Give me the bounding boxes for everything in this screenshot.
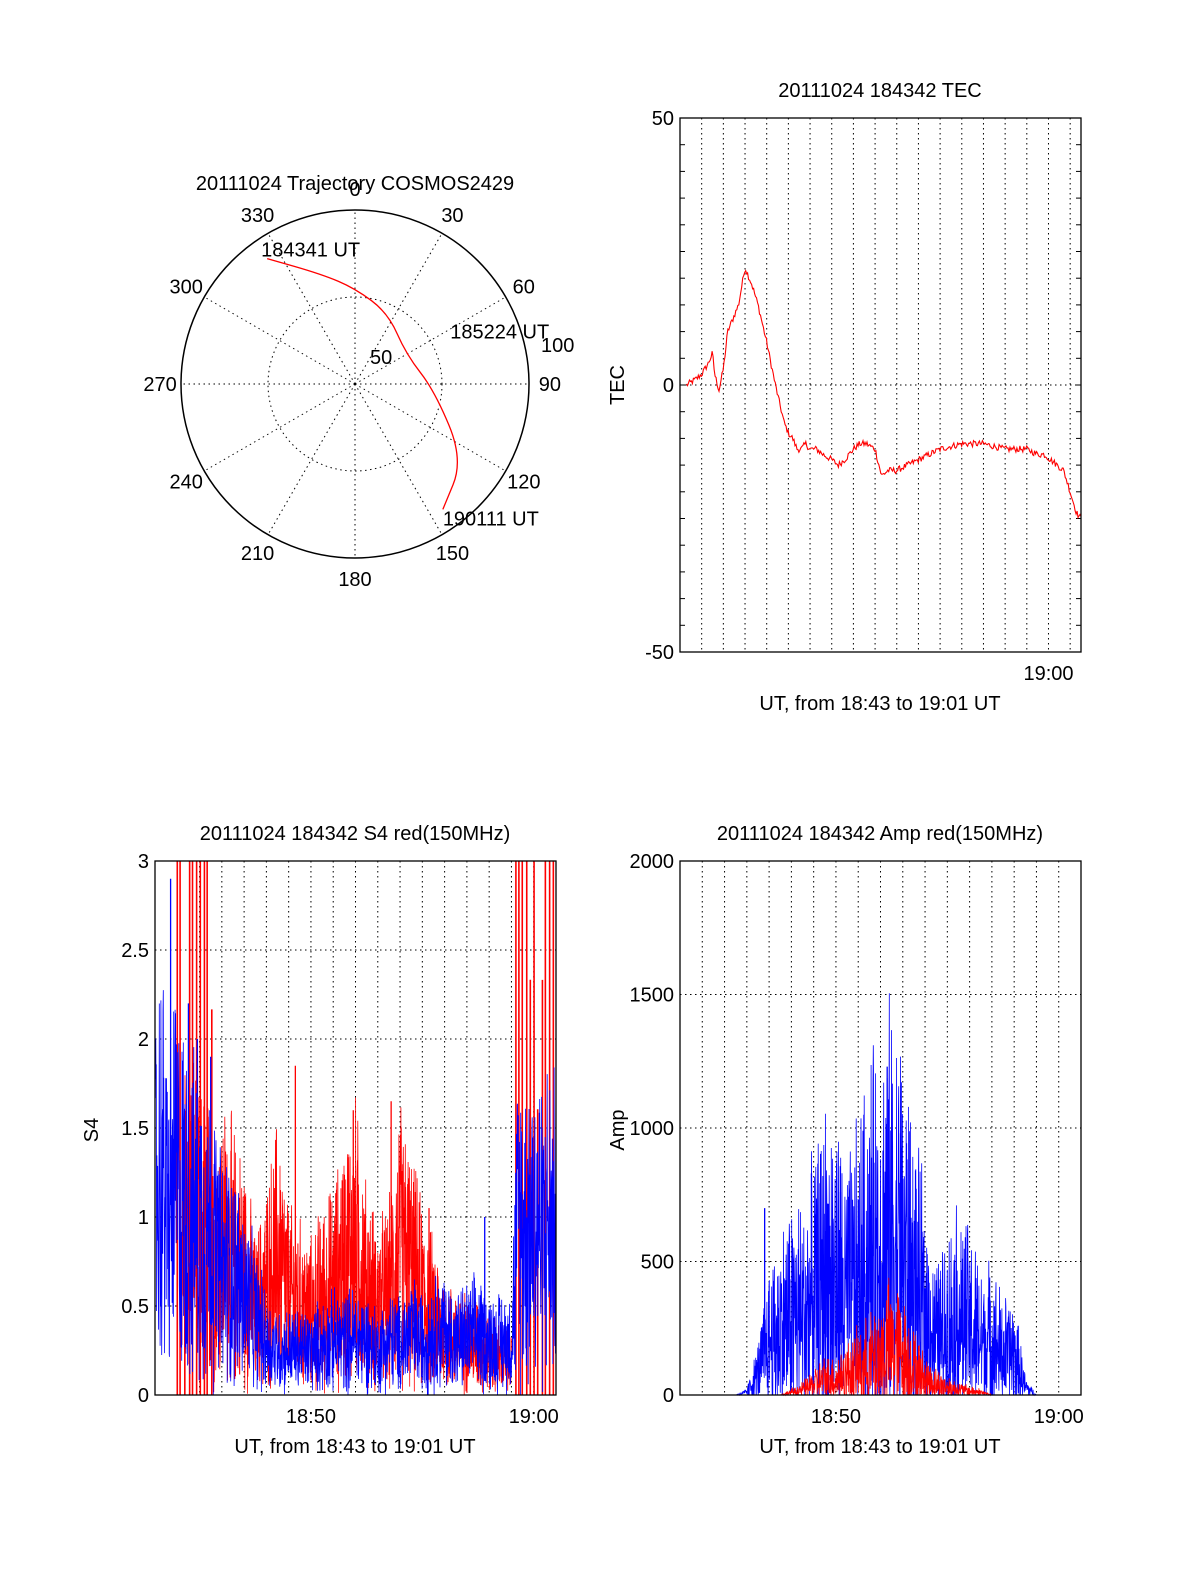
trajectory-time-label: 184341 UT <box>261 240 360 262</box>
tec-grid <box>680 117 1081 653</box>
s4-ylabel: S4 <box>81 1118 103 1142</box>
polar-angle-label: 30 <box>441 205 463 227</box>
polar-angle-label: 180 <box>338 569 371 591</box>
tec-series <box>686 269 1082 520</box>
polar-angle-label: 150 <box>436 543 469 565</box>
s4-ytick-label: 1 <box>138 1207 149 1229</box>
amp-series-0 <box>680 993 1081 1397</box>
s4-ytick-label: 3 <box>138 851 149 873</box>
s4-frame <box>154 860 557 1396</box>
polar-spoke <box>354 233 443 385</box>
s4-ytick-label: 0.5 <box>121 1296 149 1318</box>
tec-ytick-label: -50 <box>645 642 674 664</box>
tec-xlabel: UT, from 18:43 to 19:01 UT <box>759 693 1000 715</box>
s4-trace <box>154 990 557 1396</box>
s4-xtick-label: 18:50 <box>286 1406 336 1428</box>
amp-series <box>680 993 1081 1397</box>
polar-angle-label: 270 <box>143 374 176 396</box>
s4-ytick-label: 2 <box>138 1029 149 1051</box>
trajectory-annotations: 184341 UT 185224 UT 190111 UT <box>261 240 549 531</box>
polar-spoke <box>204 296 356 385</box>
polar-spoke <box>354 383 506 472</box>
s4-ytick-label: 2.5 <box>121 940 149 962</box>
polar-angle-label: 60 <box>513 277 535 299</box>
tec-title: 20111024 184342 TEC <box>778 80 982 102</box>
trajectory-time-label: 185224 UT <box>450 321 549 343</box>
trajectory-line <box>266 257 458 510</box>
polar-angle-label: 330 <box>241 205 274 227</box>
amp-frame <box>679 860 1082 1396</box>
polar-inner-circle <box>267 296 443 472</box>
s4-xtick-label: 19:00 <box>509 1406 559 1428</box>
polar-grid <box>180 209 530 559</box>
polar-outer-circle <box>180 209 530 559</box>
polar-angle-label: 120 <box>507 471 540 493</box>
polar-angle-labels: 0 30 60 90 120 150 180 210 240 270 300 330 50 100 <box>143 179 574 591</box>
amp-tick-labels: 0 500 1000 1500 2000 18:50 19:00 <box>630 851 1084 1428</box>
polar-spoke <box>354 383 443 535</box>
tec-plot: 20111024 184342 TEC UT, from 18:43 to 19… <box>607 80 1082 715</box>
amp-ytick-label: 1500 <box>630 985 675 1007</box>
tec-frame <box>679 117 1082 653</box>
tec-trace <box>686 269 1082 520</box>
s4-title: 20111024 184342 S4 red(150MHz) <box>200 823 511 845</box>
amp-xlabel: UT, from 18:43 to 19:01 UT <box>759 1436 1000 1458</box>
polar-spoke <box>204 383 356 472</box>
polar-radial-label: 100 <box>541 335 574 357</box>
amp-plot: 20111024 184342 Amp red(150MHz) UT, from… <box>607 823 1084 1458</box>
trajectory-track <box>266 257 458 510</box>
amp-ytick-label: 2000 <box>630 851 675 873</box>
s4-plot: 20111024 184342 S4 red(150MHz) UT, from … <box>81 823 559 1458</box>
trajectory-polar-plot: 20111024 Trajectory COSMOS2429 0 30 60 90 12… <box>143 173 574 591</box>
polar-spoke <box>267 233 356 385</box>
tec-ytick-label: 0 <box>663 375 674 397</box>
s4-series <box>154 861 557 1396</box>
polar-angle-label: 0 <box>349 179 360 201</box>
polar-angle-label: 300 <box>170 277 203 299</box>
polar-spoke <box>267 383 356 535</box>
amp-ytick-label: 0 <box>663 1385 674 1407</box>
polar-angle-label: 90 <box>539 374 561 396</box>
amp-ytick-label: 1000 <box>630 1118 675 1140</box>
tec-ylabel: TEC <box>607 365 629 405</box>
tec-tick-labels: -50 0 50 19:00 <box>645 108 1073 685</box>
trajectory-time-label: 190111 UT <box>443 508 539 530</box>
polar-spoke <box>354 296 506 385</box>
amp-ytick-label: 500 <box>641 1252 674 1274</box>
tec-ytick-label: 50 <box>652 108 674 130</box>
s4-xlabel: UT, from 18:43 to 19:01 UT <box>234 1436 475 1458</box>
amp-ylabel: Amp <box>607 1109 629 1150</box>
polar-radial-label: 50 <box>370 347 392 369</box>
s4-ytick-label: 1.5 <box>121 1118 149 1140</box>
polar-angle-label: 210 <box>241 543 274 565</box>
amp-trace <box>680 993 1081 1397</box>
s4-series-1 <box>154 878 557 1396</box>
amp-xtick-label: 19:00 <box>1034 1406 1084 1428</box>
polar-angle-label: 240 <box>170 471 203 493</box>
tec-series-0 <box>686 269 1082 520</box>
s4-tick-labels: 0 0.5 1 1.5 2 2.5 3 18:50 19:00 <box>121 851 559 1428</box>
trajectory-title: 20111024 Trajectory COSMOS2429 <box>196 173 514 195</box>
s4-ytick-label: 0 <box>138 1385 149 1407</box>
tec-xtick-label: 19:00 <box>1023 663 1073 685</box>
amp-xtick-label: 18:50 <box>811 1406 861 1428</box>
amp-title: 20111024 184342 Amp red(150MHz) <box>717 823 1043 845</box>
